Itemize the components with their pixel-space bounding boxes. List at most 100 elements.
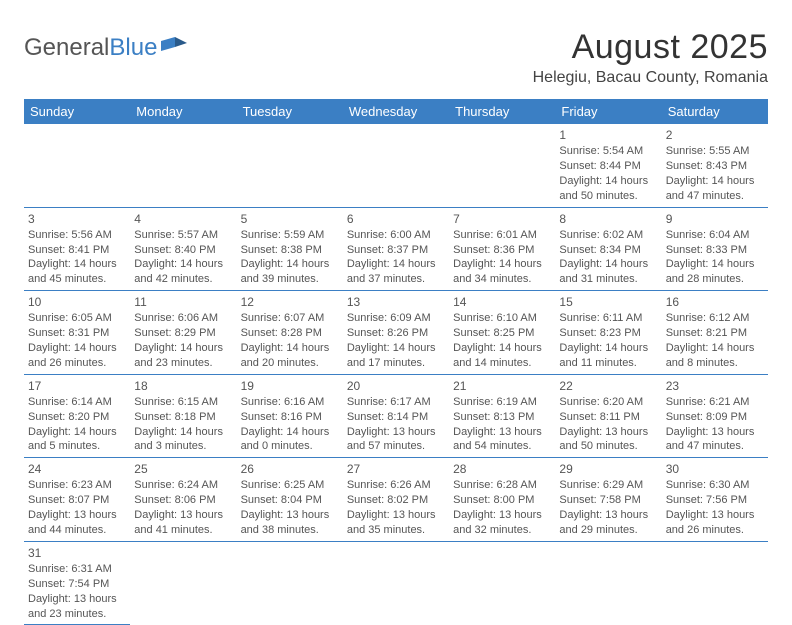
- weekday-header-row: Sunday Monday Tuesday Wednesday Thursday…: [24, 99, 768, 124]
- calendar-cell: 2Sunrise: 5:55 AMSunset: 8:43 PMDaylight…: [662, 124, 768, 207]
- daylight-text: Daylight: 14 hours: [241, 425, 339, 440]
- daylight-text: and 23 minutes.: [28, 607, 126, 622]
- calendar-cell: 4Sunrise: 5:57 AMSunset: 8:40 PMDaylight…: [130, 207, 236, 291]
- calendar-cell: [555, 541, 661, 625]
- day-number: 1: [559, 127, 657, 143]
- sunset-text: Sunset: 8:29 PM: [134, 326, 232, 341]
- calendar-cell: 30Sunrise: 6:30 AMSunset: 7:56 PMDayligh…: [662, 458, 768, 542]
- calendar-row: 24Sunrise: 6:23 AMSunset: 8:07 PMDayligh…: [24, 458, 768, 542]
- daylight-text: Daylight: 14 hours: [134, 425, 232, 440]
- sunrise-text: Sunrise: 6:21 AM: [666, 395, 764, 410]
- sunrise-text: Sunrise: 6:00 AM: [347, 228, 445, 243]
- daylight-text: and 0 minutes.: [241, 439, 339, 454]
- sunrise-text: Sunrise: 5:56 AM: [28, 228, 126, 243]
- daylight-text: and 38 minutes.: [241, 523, 339, 538]
- daylight-text: Daylight: 14 hours: [28, 425, 126, 440]
- calendar-cell: [449, 124, 555, 207]
- sunrise-text: Sunrise: 6:06 AM: [134, 311, 232, 326]
- day-number: 12: [241, 294, 339, 310]
- weekday-header: Monday: [130, 99, 236, 124]
- daylight-text: Daylight: 14 hours: [134, 257, 232, 272]
- calendar-cell: 16Sunrise: 6:12 AMSunset: 8:21 PMDayligh…: [662, 291, 768, 375]
- day-number: 22: [559, 378, 657, 394]
- header: GeneralBlue August 2025 Helegiu, Bacau C…: [24, 28, 768, 87]
- daylight-text: and 17 minutes.: [347, 356, 445, 371]
- sunset-text: Sunset: 8:09 PM: [666, 410, 764, 425]
- day-number: 15: [559, 294, 657, 310]
- sunset-text: Sunset: 8:31 PM: [28, 326, 126, 341]
- calendar-cell: [130, 541, 236, 625]
- daylight-text: and 37 minutes.: [347, 272, 445, 287]
- daylight-text: Daylight: 13 hours: [559, 508, 657, 523]
- daylight-text: and 35 minutes.: [347, 523, 445, 538]
- calendar-cell: 13Sunrise: 6:09 AMSunset: 8:26 PMDayligh…: [343, 291, 449, 375]
- daylight-text: and 32 minutes.: [453, 523, 551, 538]
- sunrise-text: Sunrise: 5:57 AM: [134, 228, 232, 243]
- daylight-text: and 34 minutes.: [453, 272, 551, 287]
- sunrise-text: Sunrise: 6:11 AM: [559, 311, 657, 326]
- weekday-header: Tuesday: [237, 99, 343, 124]
- day-number: 23: [666, 378, 764, 394]
- daylight-text: and 45 minutes.: [28, 272, 126, 287]
- sunrise-text: Sunrise: 6:04 AM: [666, 228, 764, 243]
- calendar-cell: 24Sunrise: 6:23 AMSunset: 8:07 PMDayligh…: [24, 458, 130, 542]
- sunset-text: Sunset: 8:38 PM: [241, 243, 339, 258]
- calendar-cell: [130, 124, 236, 207]
- day-number: 26: [241, 461, 339, 477]
- calendar-cell: 18Sunrise: 6:15 AMSunset: 8:18 PMDayligh…: [130, 374, 236, 458]
- daylight-text: Daylight: 14 hours: [241, 341, 339, 356]
- sunrise-text: Sunrise: 6:10 AM: [453, 311, 551, 326]
- sunset-text: Sunset: 8:41 PM: [28, 243, 126, 258]
- sunset-text: Sunset: 8:40 PM: [134, 243, 232, 258]
- calendar-cell: [662, 541, 768, 625]
- month-title: August 2025: [533, 28, 768, 67]
- daylight-text: and 57 minutes.: [347, 439, 445, 454]
- calendar-table: Sunday Monday Tuesday Wednesday Thursday…: [24, 99, 768, 625]
- daylight-text: Daylight: 13 hours: [666, 508, 764, 523]
- daylight-text: and 50 minutes.: [559, 189, 657, 204]
- sunset-text: Sunset: 8:07 PM: [28, 493, 126, 508]
- sunset-text: Sunset: 8:23 PM: [559, 326, 657, 341]
- calendar-cell: 21Sunrise: 6:19 AMSunset: 8:13 PMDayligh…: [449, 374, 555, 458]
- weekday-header: Wednesday: [343, 99, 449, 124]
- daylight-text: and 23 minutes.: [134, 356, 232, 371]
- sunset-text: Sunset: 8:21 PM: [666, 326, 764, 341]
- calendar-cell: [237, 124, 343, 207]
- day-number: 30: [666, 461, 764, 477]
- day-number: 2: [666, 127, 764, 143]
- sunrise-text: Sunrise: 6:24 AM: [134, 478, 232, 493]
- sunset-text: Sunset: 8:43 PM: [666, 159, 764, 174]
- day-number: 25: [134, 461, 232, 477]
- sunset-text: Sunset: 8:28 PM: [241, 326, 339, 341]
- daylight-text: Daylight: 14 hours: [559, 174, 657, 189]
- sunrise-text: Sunrise: 6:01 AM: [453, 228, 551, 243]
- weekday-header: Sunday: [24, 99, 130, 124]
- sunrise-text: Sunrise: 5:55 AM: [666, 144, 764, 159]
- daylight-text: Daylight: 13 hours: [666, 425, 764, 440]
- daylight-text: and 47 minutes.: [666, 439, 764, 454]
- calendar-row: 17Sunrise: 6:14 AMSunset: 8:20 PMDayligh…: [24, 374, 768, 458]
- sunrise-text: Sunrise: 5:54 AM: [559, 144, 657, 159]
- sunrise-text: Sunrise: 6:26 AM: [347, 478, 445, 493]
- sunrise-text: Sunrise: 6:15 AM: [134, 395, 232, 410]
- sunset-text: Sunset: 7:56 PM: [666, 493, 764, 508]
- sunrise-text: Sunrise: 6:02 AM: [559, 228, 657, 243]
- daylight-text: and 26 minutes.: [28, 356, 126, 371]
- day-number: 27: [347, 461, 445, 477]
- sunset-text: Sunset: 8:18 PM: [134, 410, 232, 425]
- sunset-text: Sunset: 8:16 PM: [241, 410, 339, 425]
- calendar-cell: [343, 541, 449, 625]
- sunrise-text: Sunrise: 6:05 AM: [28, 311, 126, 326]
- day-number: 5: [241, 211, 339, 227]
- calendar-cell: 22Sunrise: 6:20 AMSunset: 8:11 PMDayligh…: [555, 374, 661, 458]
- sunset-text: Sunset: 8:34 PM: [559, 243, 657, 258]
- daylight-text: and 11 minutes.: [559, 356, 657, 371]
- calendar-cell: 7Sunrise: 6:01 AMSunset: 8:36 PMDaylight…: [449, 207, 555, 291]
- calendar-cell: 6Sunrise: 6:00 AMSunset: 8:37 PMDaylight…: [343, 207, 449, 291]
- daylight-text: and 47 minutes.: [666, 189, 764, 204]
- sunset-text: Sunset: 8:26 PM: [347, 326, 445, 341]
- daylight-text: Daylight: 13 hours: [28, 508, 126, 523]
- calendar-cell: [24, 124, 130, 207]
- daylight-text: Daylight: 14 hours: [347, 341, 445, 356]
- brand-logo: GeneralBlue: [24, 28, 187, 62]
